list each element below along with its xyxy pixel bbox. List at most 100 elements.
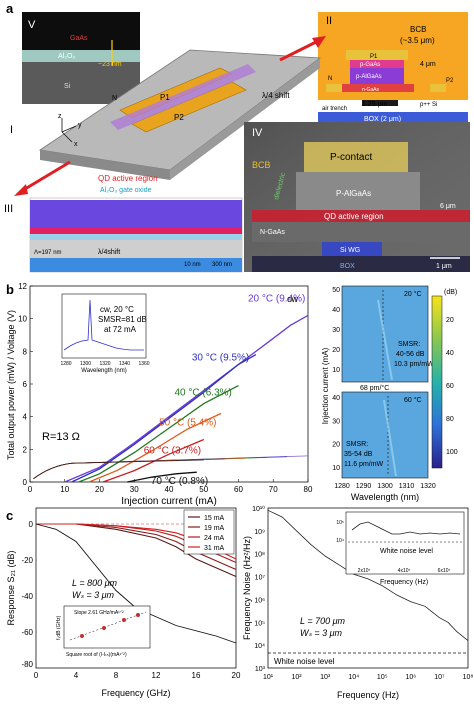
inset-v-tem: V GaAs Al₂O₃ ~23 nm Si bbox=[22, 12, 140, 104]
b-left-xtick-label: 80 bbox=[304, 485, 313, 494]
heatmap-bottom-range: 35-54 dB bbox=[344, 451, 373, 458]
device-i-label: I bbox=[10, 124, 13, 136]
b-left-ytick-label: 6 bbox=[23, 380, 28, 389]
heatmap-ytick-bottom: 10 bbox=[332, 465, 340, 472]
chart-c-left-L: L = 800 μm bbox=[72, 578, 118, 588]
chart-c-right-inset-trace bbox=[351, 521, 461, 535]
c-left-xtick-label: 12 bbox=[152, 671, 161, 680]
cross-iii-10nm: 10 nm bbox=[184, 262, 201, 268]
sem-iv-siwg: Si WG bbox=[340, 247, 360, 254]
b-left-ytick-label: 12 bbox=[18, 282, 27, 291]
heatmap-ytick-top: 50 bbox=[332, 287, 340, 294]
c-right-xtick-label: 10⁷ bbox=[434, 674, 445, 681]
b-left-xtick-label: 60 bbox=[234, 485, 243, 494]
cross-iii-shift: λ/4shift bbox=[98, 249, 120, 256]
c-left-legend-label: 19 mA bbox=[204, 525, 225, 532]
chart-c-right-ylabel: Frequency Noise (Hz²/Hz) bbox=[242, 536, 252, 640]
c-left-ytick-label: -20 bbox=[21, 556, 33, 565]
b-left-series-label: 50 °C (5.4%) bbox=[159, 417, 216, 428]
chart-c-inset-xlabel: Square root of (I-Iₜₕ)(mA¹ᐟ²) bbox=[66, 652, 127, 658]
c-right-xtick-label: 10² bbox=[292, 674, 303, 681]
chart-b-left-resistance: R=13 Ω bbox=[42, 431, 80, 443]
axis-y: y bbox=[78, 122, 82, 129]
heatmap-bottom-temp: 60 °C bbox=[404, 396, 422, 404]
c-right-ytick-label: 10¹⁰ bbox=[252, 505, 265, 513]
chart-b-left-mode: cw bbox=[287, 294, 299, 304]
device-i-p2: P2 bbox=[174, 113, 184, 122]
heatmap-ytick-top: 10 bbox=[332, 367, 340, 374]
b-left-ytick-label: 0 bbox=[23, 478, 28, 487]
cross-iii-label: III bbox=[4, 203, 13, 215]
c-right-ytick-label: 10⁷ bbox=[255, 575, 266, 582]
sem-iv-box: BOX bbox=[340, 263, 355, 270]
chart-b-inset-xlabel: Wavelength (nm) bbox=[81, 368, 126, 374]
heatmap-ytick-top: 30 bbox=[332, 327, 340, 334]
b-left-xtick-label: 10 bbox=[60, 485, 69, 494]
inset-ii-bcb: BCB bbox=[410, 25, 426, 34]
sem-iv-qd: QD active region bbox=[324, 212, 384, 221]
b-left-xtick-label: 30 bbox=[130, 485, 139, 494]
cross-iii-300nm: 300 nm bbox=[212, 262, 232, 268]
chart-c-right-inset-wn: White noise level bbox=[380, 548, 433, 555]
chart-b-left-ylabel: Total output power (mW) / Voltage (V) bbox=[6, 310, 16, 460]
colorbar-label: (dB) bbox=[444, 289, 457, 296]
device-i-quarter-shift: λ/4 shift bbox=[262, 91, 290, 100]
inset-ii-width: 1.25 μm bbox=[362, 101, 388, 108]
panel-a-label: a bbox=[6, 1, 14, 16]
chart-b-inset-note3: at 72 mA bbox=[104, 325, 137, 334]
inset-ii-ppsi: p++ Si bbox=[420, 102, 437, 108]
c-right-xtick-label: 10⁴ bbox=[348, 674, 359, 681]
b-inset-xtick-label: 1320 bbox=[99, 361, 110, 367]
chart-c-right: 10¹ 10² 10³ 10⁴ 10⁵ 10⁶ 10⁷ 10⁸ 10¹⁰ 10⁹ 10⁸ 10⁷ 10⁶… bbox=[242, 505, 473, 700]
inset-v-si: Si bbox=[64, 83, 71, 90]
b-left-ytick-label: 2 bbox=[23, 445, 28, 454]
device-i-schematic: I P1 P2 N λ/4 shift z y x bbox=[10, 36, 326, 196]
heatmap-ytick-bottom: 30 bbox=[332, 418, 340, 425]
c-right-xtick-label: 10¹ bbox=[263, 674, 274, 681]
axis-z: z bbox=[58, 113, 62, 120]
heatmap-ytick-top: 20 bbox=[332, 347, 340, 354]
chart-c-left-W: Wₛ = 3 μm bbox=[72, 590, 115, 600]
inset-ii-height: 4 μm bbox=[420, 61, 436, 68]
b-inset-xtick-label: 1340 bbox=[119, 361, 130, 367]
b-inset-xtick-label: 1280 bbox=[60, 361, 71, 367]
chart-b-inset-note1: cw, 20 °C bbox=[100, 305, 134, 314]
b-left-series-line bbox=[78, 385, 239, 483]
heatmap-xtick-label: 1310 bbox=[399, 483, 415, 490]
inset-ii-box: BOX (2 μm) bbox=[364, 116, 401, 123]
device-i-n: N bbox=[112, 95, 117, 102]
b-left-xtick-label: 50 bbox=[199, 485, 208, 494]
sem-iv-pcontact: P-contact bbox=[330, 152, 372, 163]
inset-ii-ngaas: n-GaAs bbox=[362, 87, 379, 93]
c-left-xtick-label: 16 bbox=[192, 671, 201, 680]
b-inset-xtick-label: 1360 bbox=[138, 361, 149, 367]
panel-c-label: c bbox=[6, 508, 13, 523]
c-left-ytick-label: -60 bbox=[21, 628, 33, 637]
chart-b-inset-frame bbox=[61, 293, 147, 359]
heatmap-xlabel: Wavelength (nm) bbox=[351, 492, 419, 502]
sem-iv-image: IV P-contact BCB dielectric P-AlGaAs QD … bbox=[244, 122, 470, 272]
chart-c-inset-frame bbox=[63, 605, 151, 649]
chart-c-right-W: Wₛ = 3 μm bbox=[300, 628, 343, 638]
sem-iv-scale1: 1 μm bbox=[436, 263, 452, 270]
c-right-xtick-label: 10³ bbox=[320, 674, 331, 681]
b-left-series-line bbox=[64, 314, 309, 483]
heatmap-gap-note: 68 pm/°C bbox=[360, 384, 389, 392]
chart-b-left: 0 10 20 30 40 50 60 70 80 0 2 4 6 8 10 12 20 °C (9.4%) 3… bbox=[6, 282, 313, 507]
heatmap-bottom-smsr: SMSR: bbox=[346, 441, 368, 448]
sem-iv-ngaas: N-GaAs bbox=[260, 229, 285, 236]
heatmap-xtick-label: 1290 bbox=[356, 483, 372, 490]
b-left-ytick-label: 8 bbox=[23, 347, 28, 356]
b-left-series-label: 30 °C (9.5%) bbox=[192, 353, 249, 364]
inset-v-thickness: ~23 nm bbox=[98, 61, 122, 68]
b-left-series-line bbox=[102, 438, 205, 483]
chart-c-left-xlabel: Frequency (GHz) bbox=[101, 688, 170, 698]
chart-c-right-inset-frame bbox=[345, 511, 465, 575]
chart-b-inset-spectrum bbox=[63, 299, 144, 351]
axis-x: x bbox=[74, 141, 78, 148]
c-right-ytick-label: 10⁶ bbox=[254, 597, 265, 604]
c-right-inset-ytick: 10⁵ bbox=[336, 520, 344, 526]
c-right-xtick-label: 10⁶ bbox=[406, 674, 417, 681]
heatmap-xtick-label: 1300 bbox=[377, 483, 393, 490]
